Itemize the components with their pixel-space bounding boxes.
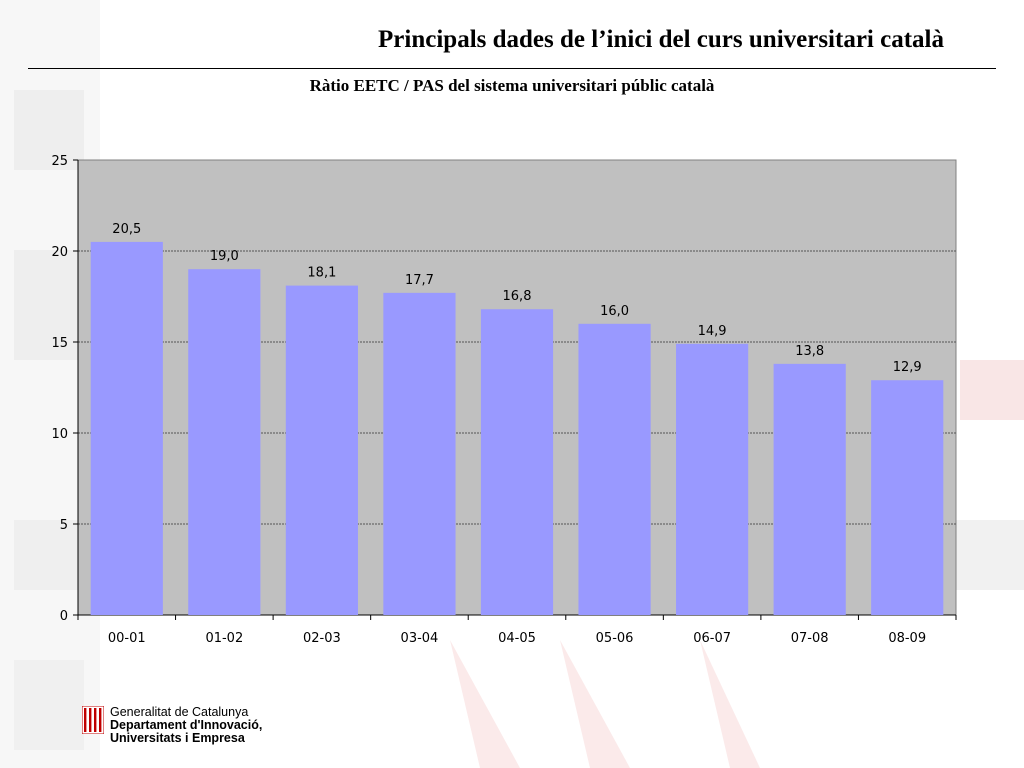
x-tick-label: 06-07 [693, 631, 731, 646]
bar [285, 285, 358, 615]
slide-title: Principals dades de l’inici del curs uni… [378, 26, 944, 53]
bar [90, 241, 163, 615]
data-label: 20,5 [112, 222, 141, 237]
x-tick-label: 04-05 [498, 631, 536, 646]
x-tick-label: 07-08 [791, 631, 829, 646]
data-label: 16,0 [600, 304, 629, 319]
logo-line-1: Generalitat de Catalunya [110, 705, 249, 719]
bar [773, 363, 846, 615]
y-tick-label: 25 [51, 154, 68, 169]
y-tick-label: 20 [51, 245, 68, 260]
data-label: 14,9 [698, 324, 727, 339]
x-tick-label: 03-04 [401, 631, 439, 646]
bar [480, 309, 554, 615]
generalitat-logo: Generalitat de Catalunya Departament d'I… [82, 706, 262, 745]
bar [188, 269, 261, 615]
bar-chart: 0 5 10 15 20 25 20,5 00-01 19,0 01-02 18,1 02-03 17,… [51, 154, 957, 646]
data-label: 12,9 [893, 360, 922, 375]
y-tick-label: 10 [51, 427, 68, 442]
bar [578, 323, 651, 615]
bar [676, 343, 749, 615]
x-tick-label: 01-02 [205, 631, 243, 646]
data-label: 13,8 [795, 344, 824, 359]
data-label: 16,8 [503, 289, 532, 304]
y-tick-label: 0 [60, 609, 68, 624]
x-tick-label: 05-06 [596, 631, 634, 646]
data-label: 18,1 [307, 266, 336, 281]
y-tick-label: 15 [51, 336, 68, 351]
bar [871, 380, 944, 615]
x-tick-label: 02-03 [303, 631, 341, 646]
catalan-flag-icon [82, 706, 104, 734]
x-tick-label: 00-01 [108, 631, 146, 646]
logo-line-2: Departament d'Innovació, [110, 718, 263, 732]
x-tick-label: 08-09 [888, 631, 926, 646]
logo-line-3: Universitats i Empresa [110, 731, 245, 745]
chart-title: Ràtio EETC / PAS del sistema universitar… [309, 76, 715, 95]
data-label: 17,7 [405, 273, 434, 288]
y-tick-label: 5 [60, 518, 68, 533]
bar [383, 292, 456, 615]
data-label: 19,0 [210, 249, 239, 264]
title-divider [28, 68, 996, 69]
